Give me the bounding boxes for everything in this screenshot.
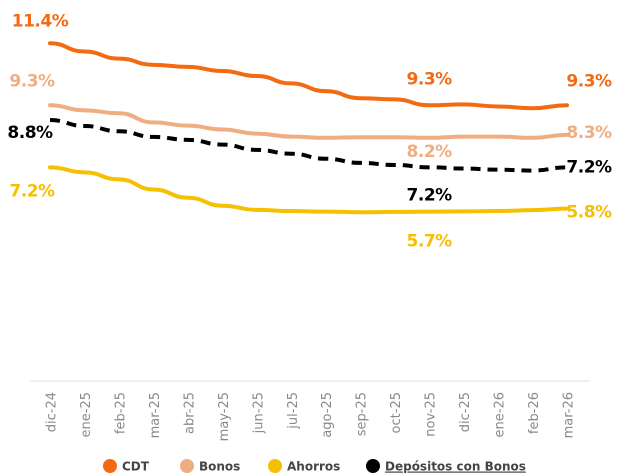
data-label: 9.3% xyxy=(566,71,612,91)
legend: CDT Bonos Ahorros Depósitos con Bonos xyxy=(103,459,526,474)
legend-label: Ahorros xyxy=(287,460,340,474)
data-label: 11.4% xyxy=(12,11,69,31)
x-tick-label: ene-26 xyxy=(493,392,508,437)
legend-marker xyxy=(366,459,380,473)
x-tick-label: sep-25 xyxy=(355,392,370,436)
x-tick-label: oct-25 xyxy=(389,392,404,433)
x-tick-label: mar-26 xyxy=(562,392,577,438)
x-tick-label: jun-25 xyxy=(251,392,266,434)
data-label: 8.3% xyxy=(566,123,612,143)
data-label: 7.2% xyxy=(566,157,612,177)
series-line xyxy=(48,41,569,111)
legend-label: CDT xyxy=(122,460,150,474)
x-tick-label: mar-25 xyxy=(148,392,163,438)
x-tick-label: ene-25 xyxy=(79,392,94,437)
data-label: 9.3% xyxy=(9,71,55,91)
x-tick-label: nov-25 xyxy=(424,392,439,437)
data-label: 7.2% xyxy=(407,185,453,205)
legend-label: Depósitos con Bonos xyxy=(385,460,526,474)
x-tick-label: feb-25 xyxy=(113,392,128,434)
x-tick-label: dic-25 xyxy=(458,392,473,432)
x-tick-label: dic-24 xyxy=(45,392,60,432)
legend-marker xyxy=(103,459,117,473)
data-label: 5.8% xyxy=(566,203,612,223)
legend-marker xyxy=(268,459,282,473)
data-label: 7.2% xyxy=(9,181,55,201)
series-line xyxy=(49,118,568,173)
series-line xyxy=(48,103,569,140)
data-label: 8.2% xyxy=(407,142,453,162)
legend-label: Bonos xyxy=(199,460,240,474)
x-tick-label: abr-25 xyxy=(182,392,197,434)
data-label: 9.3% xyxy=(407,69,453,89)
legend-marker xyxy=(180,459,194,473)
x-tick-label: jul-25 xyxy=(286,392,301,430)
series-line xyxy=(48,165,569,215)
data-label: 5.7% xyxy=(407,232,453,252)
x-tick-label: ago-25 xyxy=(320,392,335,438)
x-tick-label: feb-26 xyxy=(527,392,542,434)
x-tick-label: may-25 xyxy=(217,392,232,441)
data-label: 8.8% xyxy=(7,123,53,143)
